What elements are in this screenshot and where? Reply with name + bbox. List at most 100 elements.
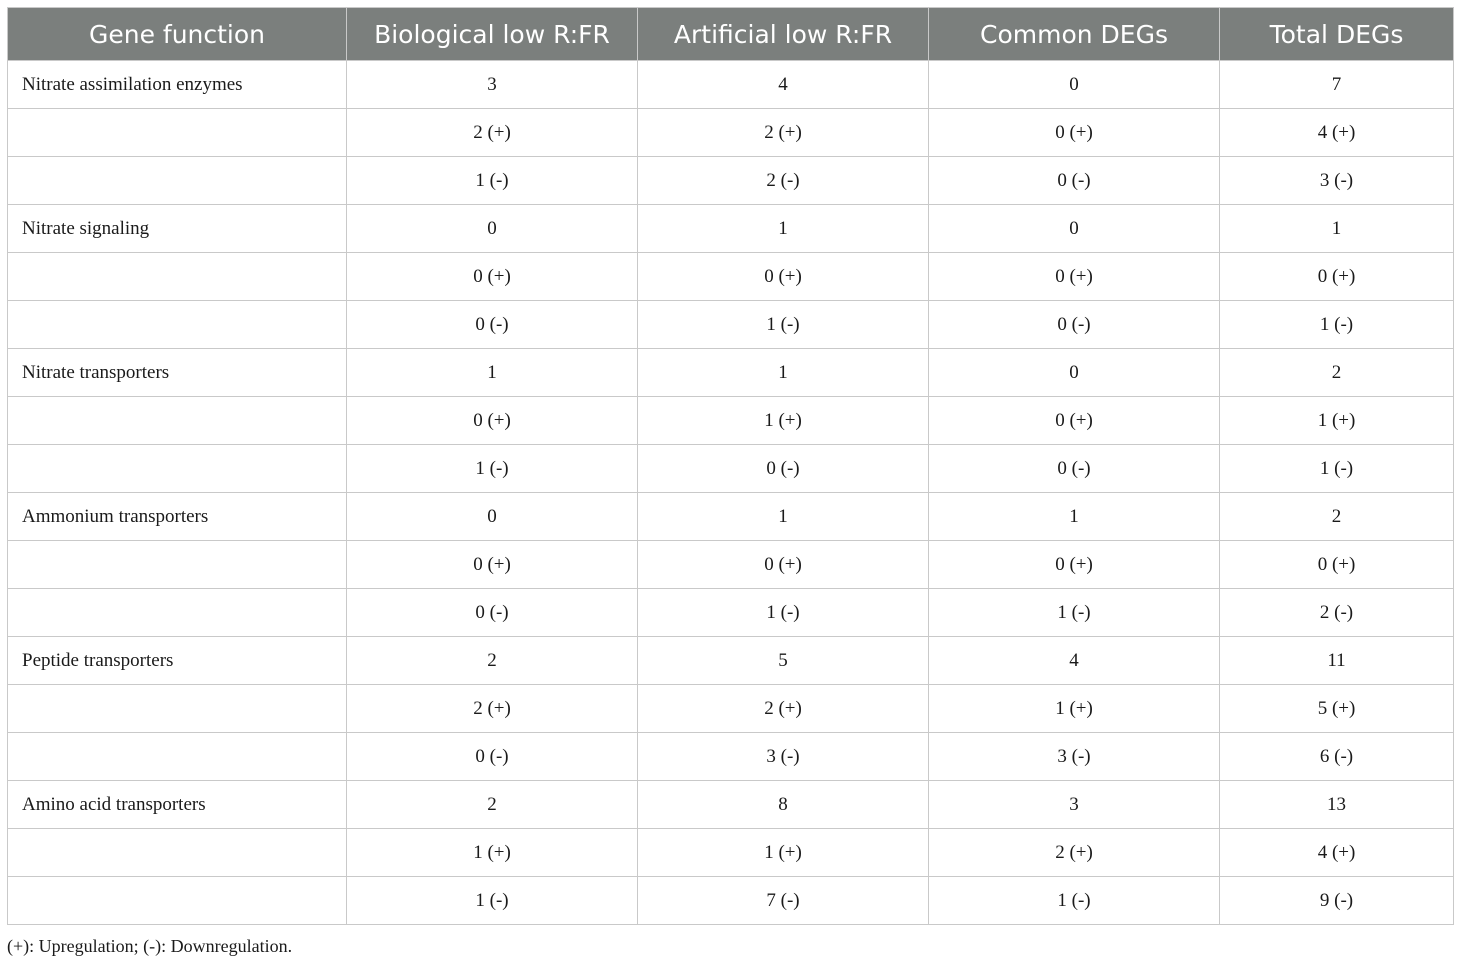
table-row: 0 (-) 1 (-) 1 (-) 2 (-) [7,588,1454,637]
table-row: 1 (+) 1 (+) 2 (+) 4 (+) [7,828,1454,877]
count-cell: 2 [346,636,638,685]
count-cell: 1 (-) [928,588,1220,637]
count-cell: 1 (+) [928,684,1220,733]
table-row: 0 (+) 0 (+) 0 (+) 0 (+) [7,252,1454,301]
header-gene-function: Gene function [7,7,347,61]
gene-function-cell: Nitrate signaling [7,204,347,253]
count-cell: 0 (-) [346,732,638,781]
count-cell: 2 (+) [346,684,638,733]
table-row: Ammonium transporters 0 1 1 2 [7,492,1454,541]
count-cell: 3 (-) [1219,156,1454,205]
count-cell: 0 [928,204,1220,253]
count-cell: 1 [637,204,929,253]
count-cell: 6 (-) [1219,732,1454,781]
gene-function-cell [7,300,347,349]
count-cell: 1 [637,348,929,397]
count-cell: 7 (-) [637,876,929,925]
table-row: 0 (+) 1 (+) 0 (+) 1 (+) [7,396,1454,445]
count-cell: 0 (+) [928,396,1220,445]
count-cell: 1 (-) [1219,300,1454,349]
count-cell: 5 (+) [1219,684,1454,733]
count-cell: 0 (+) [1219,540,1454,589]
gene-function-cell [7,588,347,637]
gene-function-cell: Ammonium transporters [7,492,347,541]
table-row: Nitrate assimilation enzymes 3 4 0 7 [7,60,1454,109]
table-row: 1 (-) 0 (-) 0 (-) 1 (-) [7,444,1454,493]
count-cell: 13 [1219,780,1454,829]
count-cell: 2 [1219,348,1454,397]
count-cell: 0 (-) [346,588,638,637]
gene-function-cell [7,108,347,157]
gene-function-cell [7,684,347,733]
gene-function-cell [7,876,347,925]
gene-function-cell [7,252,347,301]
table-row: Nitrate transporters 1 1 0 2 [7,348,1454,397]
count-cell: 8 [637,780,929,829]
gene-function-cell: Nitrate transporters [7,348,347,397]
table-row: Peptide transporters 2 5 4 11 [7,636,1454,685]
table-row: 1 (-) 2 (-) 0 (-) 3 (-) [7,156,1454,205]
deg-table: Gene function Biological low R:FR Artifi… [7,7,1454,925]
table-row: 1 (-) 7 (-) 1 (-) 9 (-) [7,876,1454,925]
count-cell: 0 [346,492,638,541]
gene-function-cell [7,156,347,205]
count-cell: 4 (+) [1219,828,1454,877]
count-cell: 1 [928,492,1220,541]
count-cell: 2 (+) [346,108,638,157]
count-cell: 0 (+) [928,252,1220,301]
table-row: Amino acid transporters 2 8 3 13 [7,780,1454,829]
count-cell: 0 (+) [637,252,929,301]
count-cell: 1 (-) [637,588,929,637]
count-cell: 1 (+) [346,828,638,877]
count-cell: 2 (-) [637,156,929,205]
count-cell: 2 [1219,492,1454,541]
count-cell: 3 [346,60,638,109]
count-cell: 2 (+) [637,108,929,157]
count-cell: 1 (+) [1219,396,1454,445]
table-row: 2 (+) 2 (+) 0 (+) 4 (+) [7,108,1454,157]
count-cell: 0 (+) [346,252,638,301]
count-cell: 4 (+) [1219,108,1454,157]
count-cell: 1 [346,348,638,397]
header-row: Gene function Biological low R:FR Artifi… [7,7,1454,61]
count-cell: 1 [637,492,929,541]
table-row: 0 (+) 0 (+) 0 (+) 0 (+) [7,540,1454,589]
count-cell: 0 [346,204,638,253]
count-cell: 1 (-) [1219,444,1454,493]
table-row: 0 (-) 1 (-) 0 (-) 1 (-) [7,300,1454,349]
count-cell: 0 (-) [928,300,1220,349]
count-cell: 2 (-) [1219,588,1454,637]
count-cell: 2 (+) [637,684,929,733]
count-cell: 9 (-) [1219,876,1454,925]
count-cell: 0 [928,60,1220,109]
header-artificial-low-rfr: Artificial low R:FR [637,7,929,61]
count-cell: 3 (-) [637,732,929,781]
header-biological-low-rfr: Biological low R:FR [346,7,638,61]
gene-function-cell [7,732,347,781]
count-cell: 1 (-) [346,876,638,925]
count-cell: 0 (+) [637,540,929,589]
table-body: Nitrate assimilation enzymes 3 4 0 7 2 (+) 2 (… [7,60,1454,925]
count-cell: 0 (+) [346,396,638,445]
count-cell: 2 (+) [928,828,1220,877]
count-cell: 3 (-) [928,732,1220,781]
count-cell: 4 [637,60,929,109]
gene-function-cell: Peptide transporters [7,636,347,685]
count-cell: 0 (+) [1219,252,1454,301]
gene-function-cell [7,540,347,589]
gene-function-cell: Nitrate assimilation enzymes [7,60,347,109]
count-cell: 1 (-) [928,876,1220,925]
gene-function-cell [7,396,347,445]
table-footnote: (+): Upregulation; (-): Downregulation. [7,936,293,956]
count-cell: 0 (-) [928,156,1220,205]
count-cell: 5 [637,636,929,685]
table-row: 2 (+) 2 (+) 1 (+) 5 (+) [7,684,1454,733]
count-cell: 1 (+) [637,396,929,445]
header-common-degs: Common DEGs [928,7,1220,61]
count-cell: 0 (+) [928,108,1220,157]
count-cell: 0 [928,348,1220,397]
gene-function-cell [7,444,347,493]
count-cell: 1 (-) [637,300,929,349]
count-cell: 1 [1219,204,1454,253]
header-total-degs: Total DEGs [1219,7,1454,61]
